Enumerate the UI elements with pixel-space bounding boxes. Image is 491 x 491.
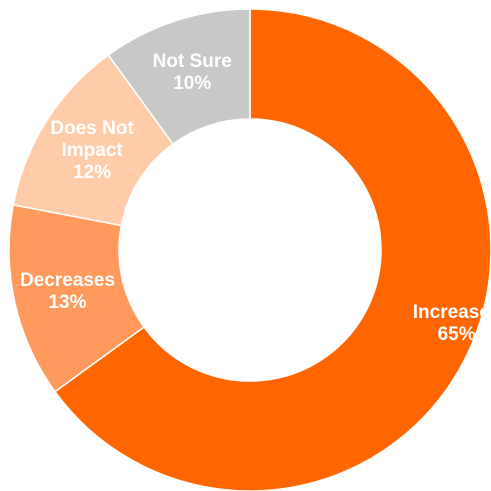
slice-name-does-not-impact-line-2: Impact: [61, 140, 123, 161]
slice-label-increases: Increases65%: [413, 302, 491, 345]
slice-label-decreases: Decreases 13%: [20, 270, 115, 313]
slice-value-decreases: 13%: [48, 292, 86, 313]
slice-name-does-not-impact-line-1: Does Not: [50, 118, 134, 139]
slice-value-increases: 65%: [438, 324, 476, 345]
donut-slices: [8, 8, 491, 491]
slice-name-decreases: Decreases: [20, 270, 115, 291]
slice-label-not-sure: Not Sure 10%: [153, 51, 232, 94]
slice-name-increases: Increases: [413, 302, 491, 323]
slice-value-not-sure: 10%: [173, 73, 211, 94]
slice-name-not-sure: Not Sure: [153, 51, 232, 72]
slice-label-does-not-impact: Does Not Impact 12%: [50, 118, 134, 183]
donut-hole: [119, 119, 381, 381]
slice-value-does-not-impact: 12%: [73, 162, 111, 183]
